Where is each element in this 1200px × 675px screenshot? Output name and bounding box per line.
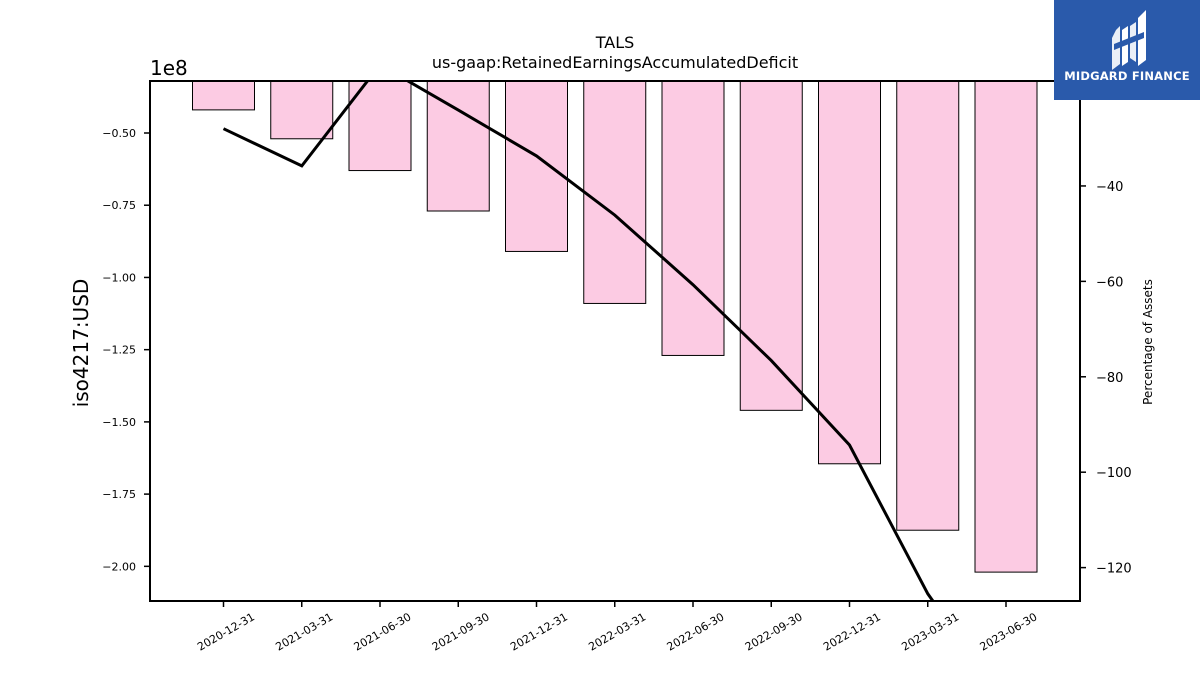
x-tick-label: 2022-03-31 xyxy=(586,610,648,653)
logo-text: MIDGARD FINANCE xyxy=(1064,69,1190,83)
x-tick-label: 2022-06-30 xyxy=(665,610,727,653)
bar xyxy=(270,80,334,140)
x-tick-label: 2021-09-30 xyxy=(430,610,492,653)
line-series xyxy=(222,81,935,601)
chart-title: TALS xyxy=(595,33,635,52)
bar xyxy=(974,80,1038,573)
y-axis-label: iso4217:USD xyxy=(69,279,93,408)
y2-axis-label: Percentage of Assets xyxy=(1141,279,1155,405)
bar xyxy=(192,80,255,111)
x-tick-label: 2021-12-31 xyxy=(508,610,570,653)
chart-subtitle: us-gaap:RetainedEarningsAccumulatedDefic… xyxy=(432,53,798,72)
bar xyxy=(661,80,725,356)
bar xyxy=(348,80,412,172)
bar xyxy=(583,80,647,304)
x-tick-label: 2023-03-31 xyxy=(899,610,961,653)
y-tick-label: −1.50 xyxy=(102,416,136,429)
x-tick-label: 2021-06-30 xyxy=(352,610,414,653)
y-tick-label: −1.75 xyxy=(102,488,136,501)
bar xyxy=(818,80,881,465)
bar xyxy=(505,80,568,252)
y-tick-label: −1.00 xyxy=(102,271,136,284)
logo-mark-icon xyxy=(1112,10,1146,70)
midgard-finance-logo: MIDGARD FINANCE xyxy=(1054,0,1200,100)
y2-tick-label: −60 xyxy=(1096,275,1123,290)
y2-tick-label: −120 xyxy=(1096,562,1132,577)
y-tick-label: −2.00 xyxy=(102,560,136,573)
x-tick-label: 2020-12-31 xyxy=(195,610,257,653)
bar xyxy=(896,80,960,531)
bar xyxy=(739,80,803,411)
x-tick-label: 2023-06-30 xyxy=(978,610,1040,653)
x-tick-label: 2021-03-31 xyxy=(273,610,335,653)
y2-tick-label: −40 xyxy=(1096,180,1123,195)
y2-tick-label: −80 xyxy=(1096,371,1123,386)
y-tick-label: −0.75 xyxy=(102,199,136,212)
y-tick-label: −1.25 xyxy=(102,344,136,357)
y-tick-label: −0.50 xyxy=(102,127,136,140)
x-tick-label: 2022-09-30 xyxy=(743,610,805,653)
bar xyxy=(426,80,490,212)
x-tick-label: 2022-12-31 xyxy=(821,610,883,653)
y2-tick-label: −100 xyxy=(1096,466,1132,481)
y-offset-label: 1e8 xyxy=(150,56,188,80)
